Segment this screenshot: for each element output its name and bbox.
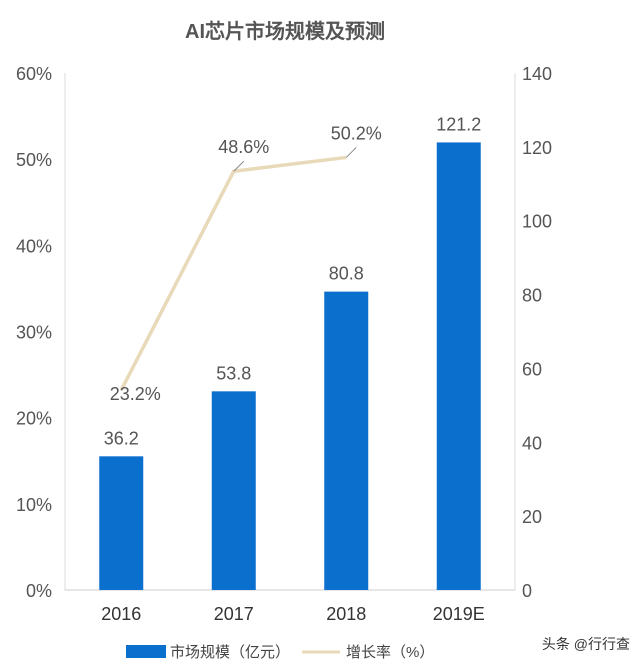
left-tick-label: 20%	[16, 409, 52, 429]
line-data-label: 50.2%	[331, 123, 382, 143]
leader-line	[345, 147, 357, 158]
right-tick-label: 80	[522, 286, 542, 306]
legend-bar-label: 市场规模（亿元）	[170, 644, 290, 661]
legend-bar-swatch	[126, 645, 166, 658]
right-tick-label: 140	[522, 64, 552, 84]
line-data-label: 23.2%	[110, 384, 161, 404]
right-tick-label: 120	[522, 138, 552, 158]
x-tick-label: 2016	[101, 604, 141, 624]
bar	[99, 456, 144, 590]
leader-line	[233, 160, 245, 172]
right-tick-label: 40	[522, 433, 542, 453]
right-tick-label: 0	[522, 581, 532, 601]
left-tick-label: 0%	[26, 581, 52, 601]
right-tick-label: 20	[522, 507, 542, 527]
left-tick-label: 50%	[16, 150, 52, 170]
bar-data-label: 121.2	[436, 114, 481, 134]
watermark: 头条 @行行查	[542, 636, 630, 652]
growth-line	[119, 155, 347, 391]
left-tick-label: 40%	[16, 236, 52, 256]
right-tick-label: 100	[522, 212, 552, 232]
bar-data-label: 53.8	[216, 363, 251, 383]
bar	[436, 142, 481, 590]
x-tick-label: 2019E	[433, 604, 485, 624]
bar-data-label: 36.2	[104, 428, 139, 448]
chart-title: AI芯片市场规模及预测	[185, 19, 385, 43]
left-tick-label: 60%	[16, 64, 52, 84]
bar	[211, 391, 256, 590]
x-tick-label: 2017	[214, 604, 254, 624]
bar-data-label: 80.8	[329, 264, 364, 284]
right-tick-label: 60	[522, 359, 542, 379]
x-tick-label: 2018	[326, 604, 366, 624]
line-data-label: 48.6%	[218, 137, 269, 157]
bar	[324, 291, 369, 590]
legend-line-label: 增长率（%）	[346, 644, 434, 661]
left-tick-label: 30%	[16, 323, 52, 343]
left-tick-label: 10%	[16, 495, 52, 515]
